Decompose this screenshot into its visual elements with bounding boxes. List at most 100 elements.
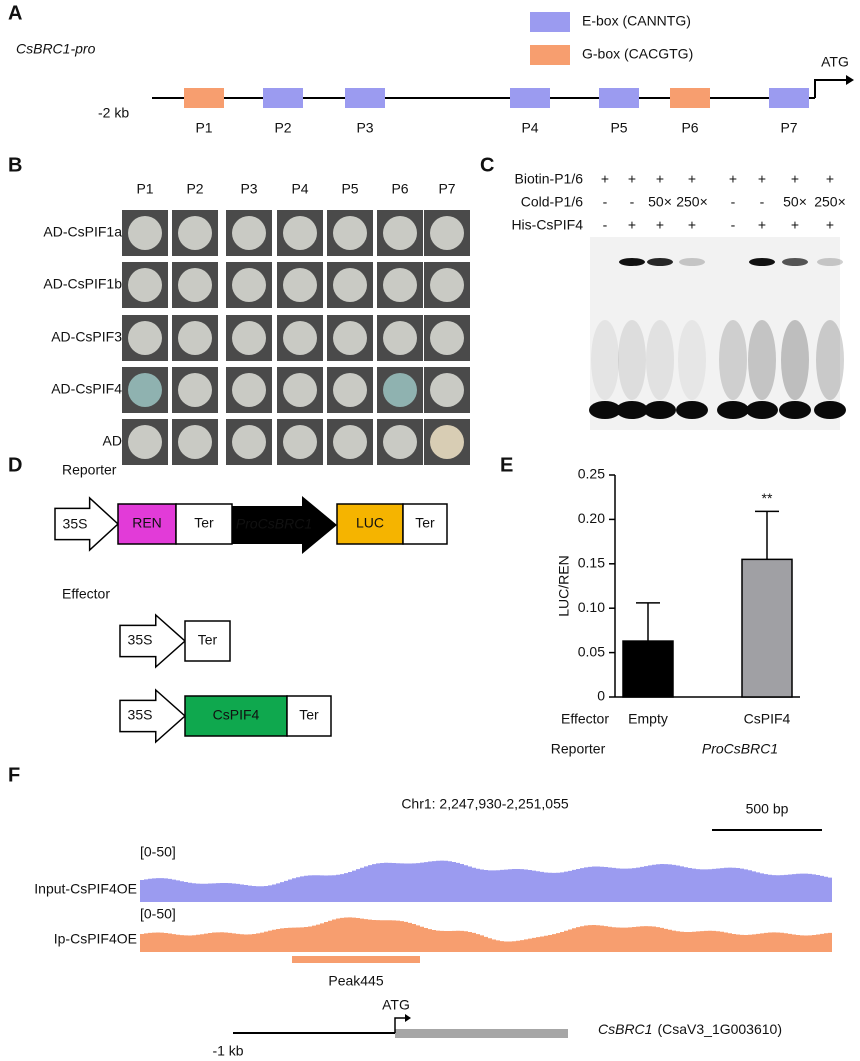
lane-cell: + <box>826 171 834 187</box>
part-label: Ter <box>198 632 218 648</box>
column-label: P5 <box>341 181 358 197</box>
gel-band <box>619 258 645 266</box>
bar <box>622 640 674 698</box>
free-probe-band <box>676 401 708 419</box>
y-tick-label: 0.10 <box>578 599 605 615</box>
row-label: AD-CsPIF4 <box>51 381 122 397</box>
part-label: 35S <box>128 707 153 723</box>
gel-smear <box>618 320 646 400</box>
gene-body <box>395 1029 568 1038</box>
construct-part <box>184 620 231 662</box>
column-label: P3 <box>240 181 257 197</box>
part-label: CsPIF4 <box>213 707 260 723</box>
promoter-start: -2 kb <box>98 105 129 121</box>
yeast-spot <box>232 321 266 355</box>
lane-cell: 50× <box>648 194 672 210</box>
yeast-spot <box>128 373 162 407</box>
peak-label: Peak445 <box>328 973 383 989</box>
site-box <box>670 88 710 108</box>
site-label: P3 <box>356 120 373 136</box>
site-label: P2 <box>274 120 291 136</box>
track-range: [0-50] <box>140 844 176 860</box>
row-label: Cold-P1/6 <box>521 194 583 210</box>
yeast-spot <box>283 321 317 355</box>
lane-cell: - <box>603 217 608 233</box>
lane-cell: - <box>731 194 736 210</box>
yeast-spot <box>178 373 212 407</box>
gel-band <box>782 258 808 266</box>
part-label: LUC <box>356 515 384 531</box>
yeast-spot <box>178 321 212 355</box>
lane-cell: - <box>731 217 736 233</box>
panel-label: C <box>480 154 494 176</box>
yeast-spot <box>128 268 162 302</box>
part-label: 35S <box>128 632 153 648</box>
effector-title: Effector <box>62 586 110 602</box>
legend-label: E-box (CANNTG) <box>582 13 691 29</box>
site-box <box>263 88 303 108</box>
yeast-spot <box>232 373 266 407</box>
reporter-name: ProCsBRC1 <box>702 741 778 757</box>
site-label: P1 <box>195 120 212 136</box>
tss-arrowhead <box>846 75 854 85</box>
lane-cell: 250× <box>676 194 708 210</box>
lane-cell: + <box>758 217 766 233</box>
site-box <box>510 88 550 108</box>
yeast-spot <box>383 425 417 459</box>
row-label: Biotin-P1/6 <box>515 171 584 187</box>
yeast-spot <box>430 321 464 355</box>
coverage-track <box>140 860 832 902</box>
column-label: P7 <box>438 181 455 197</box>
lane-cell: + <box>791 171 799 187</box>
yeast-spot <box>283 216 317 250</box>
free-probe-band <box>814 401 846 419</box>
promoter-arrow <box>54 496 120 552</box>
reporter-title: Reporter <box>62 462 117 478</box>
legend-swatch <box>530 45 570 65</box>
part-label: REN <box>132 515 162 531</box>
lane-cell: + <box>656 217 664 233</box>
yeast-spot <box>430 216 464 250</box>
scale-label: 500 bp <box>746 801 789 817</box>
yeast-spot <box>178 268 212 302</box>
error-bar <box>636 602 660 642</box>
promoter-name: CsBRC1-pro <box>16 41 96 57</box>
y-tick-label: 0.20 <box>578 510 605 526</box>
yeast-spot <box>383 268 417 302</box>
yeast-spot <box>430 373 464 407</box>
yeast-spot <box>333 216 367 250</box>
column-label: P1 <box>136 181 153 197</box>
column-label: P6 <box>391 181 408 197</box>
yeast-spot <box>430 425 464 459</box>
lane-cell: + <box>688 171 696 187</box>
atg-label: ATG <box>382 997 410 1013</box>
row-label: His-CsPIF4 <box>511 217 583 233</box>
yeast-spot <box>232 268 266 302</box>
yeast-spot <box>128 425 162 459</box>
bar <box>741 558 793 698</box>
part-label: Ter <box>415 515 435 531</box>
site-box <box>599 88 639 108</box>
lane-cell: - <box>630 194 635 210</box>
y-tick-label: 0.25 <box>578 466 605 482</box>
column-label: P4 <box>291 181 308 197</box>
free-probe-band <box>616 401 648 419</box>
panel-label: B <box>8 154 22 176</box>
track-range: [0-50] <box>140 906 176 922</box>
part-label: Ter <box>194 515 214 531</box>
yeast-spot <box>178 425 212 459</box>
promoter-arrow <box>232 496 337 554</box>
lane-cell: + <box>628 171 636 187</box>
free-probe-band <box>644 401 676 419</box>
site-box <box>769 88 809 108</box>
x-tick-label: CsPIF4 <box>744 711 791 727</box>
gel-band <box>749 258 775 266</box>
tss-arrow <box>814 79 846 98</box>
lane-cell: + <box>758 171 766 187</box>
construct-part <box>117 503 177 545</box>
free-probe-band <box>746 401 778 419</box>
track-name: Input-CsPIF4OE <box>34 881 137 897</box>
lane-cell: 50× <box>783 194 807 210</box>
free-probe-band <box>717 401 749 419</box>
